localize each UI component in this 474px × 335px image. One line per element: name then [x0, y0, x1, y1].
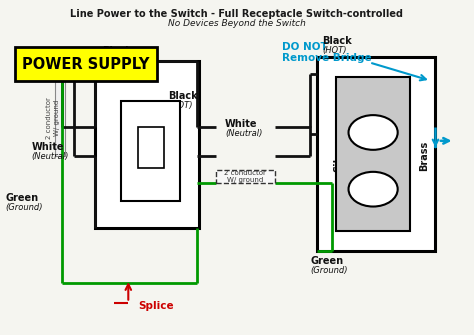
Text: DO NOT
Remove Bridge: DO NOT Remove Bridge — [282, 42, 372, 63]
Text: Line Power to the Switch - Full Receptacle Switch-controlled: Line Power to the Switch - Full Receptac… — [71, 9, 403, 19]
Text: Splice: Splice — [138, 301, 173, 311]
FancyBboxPatch shape — [15, 47, 156, 81]
Text: Silver: Silver — [334, 140, 344, 172]
Text: (HOT): (HOT) — [322, 46, 346, 55]
FancyBboxPatch shape — [318, 57, 436, 251]
Text: (Neutral): (Neutral) — [31, 152, 69, 161]
Text: No Devices Beyond the Switch: No Devices Beyond the Switch — [168, 19, 306, 28]
Text: (Ground): (Ground) — [5, 203, 43, 211]
Text: (Neutral): (Neutral) — [225, 129, 263, 138]
FancyBboxPatch shape — [121, 101, 180, 201]
Text: White: White — [225, 119, 258, 129]
Text: Green: Green — [5, 193, 38, 203]
Text: 2 conductor
W/ ground: 2 conductor W/ ground — [46, 97, 60, 139]
Text: Black: Black — [322, 36, 352, 46]
FancyBboxPatch shape — [216, 170, 275, 183]
FancyBboxPatch shape — [95, 61, 199, 227]
Text: 2 conductor
W/ ground: 2 conductor W/ ground — [224, 170, 266, 183]
Text: Black: Black — [168, 91, 198, 101]
Text: White: White — [31, 142, 64, 152]
FancyBboxPatch shape — [138, 127, 164, 168]
Circle shape — [348, 172, 398, 207]
Text: (Ground): (Ground) — [310, 266, 348, 275]
Text: Green: Green — [310, 256, 343, 266]
FancyBboxPatch shape — [55, 81, 65, 156]
Text: (HOT): (HOT) — [102, 56, 127, 65]
Circle shape — [348, 115, 398, 150]
Text: POWER SUPPLY: POWER SUPPLY — [22, 57, 149, 72]
Text: (HOT): (HOT) — [168, 101, 193, 110]
FancyBboxPatch shape — [336, 77, 410, 231]
Text: Black: Black — [102, 46, 132, 56]
Text: Brass: Brass — [419, 141, 428, 171]
